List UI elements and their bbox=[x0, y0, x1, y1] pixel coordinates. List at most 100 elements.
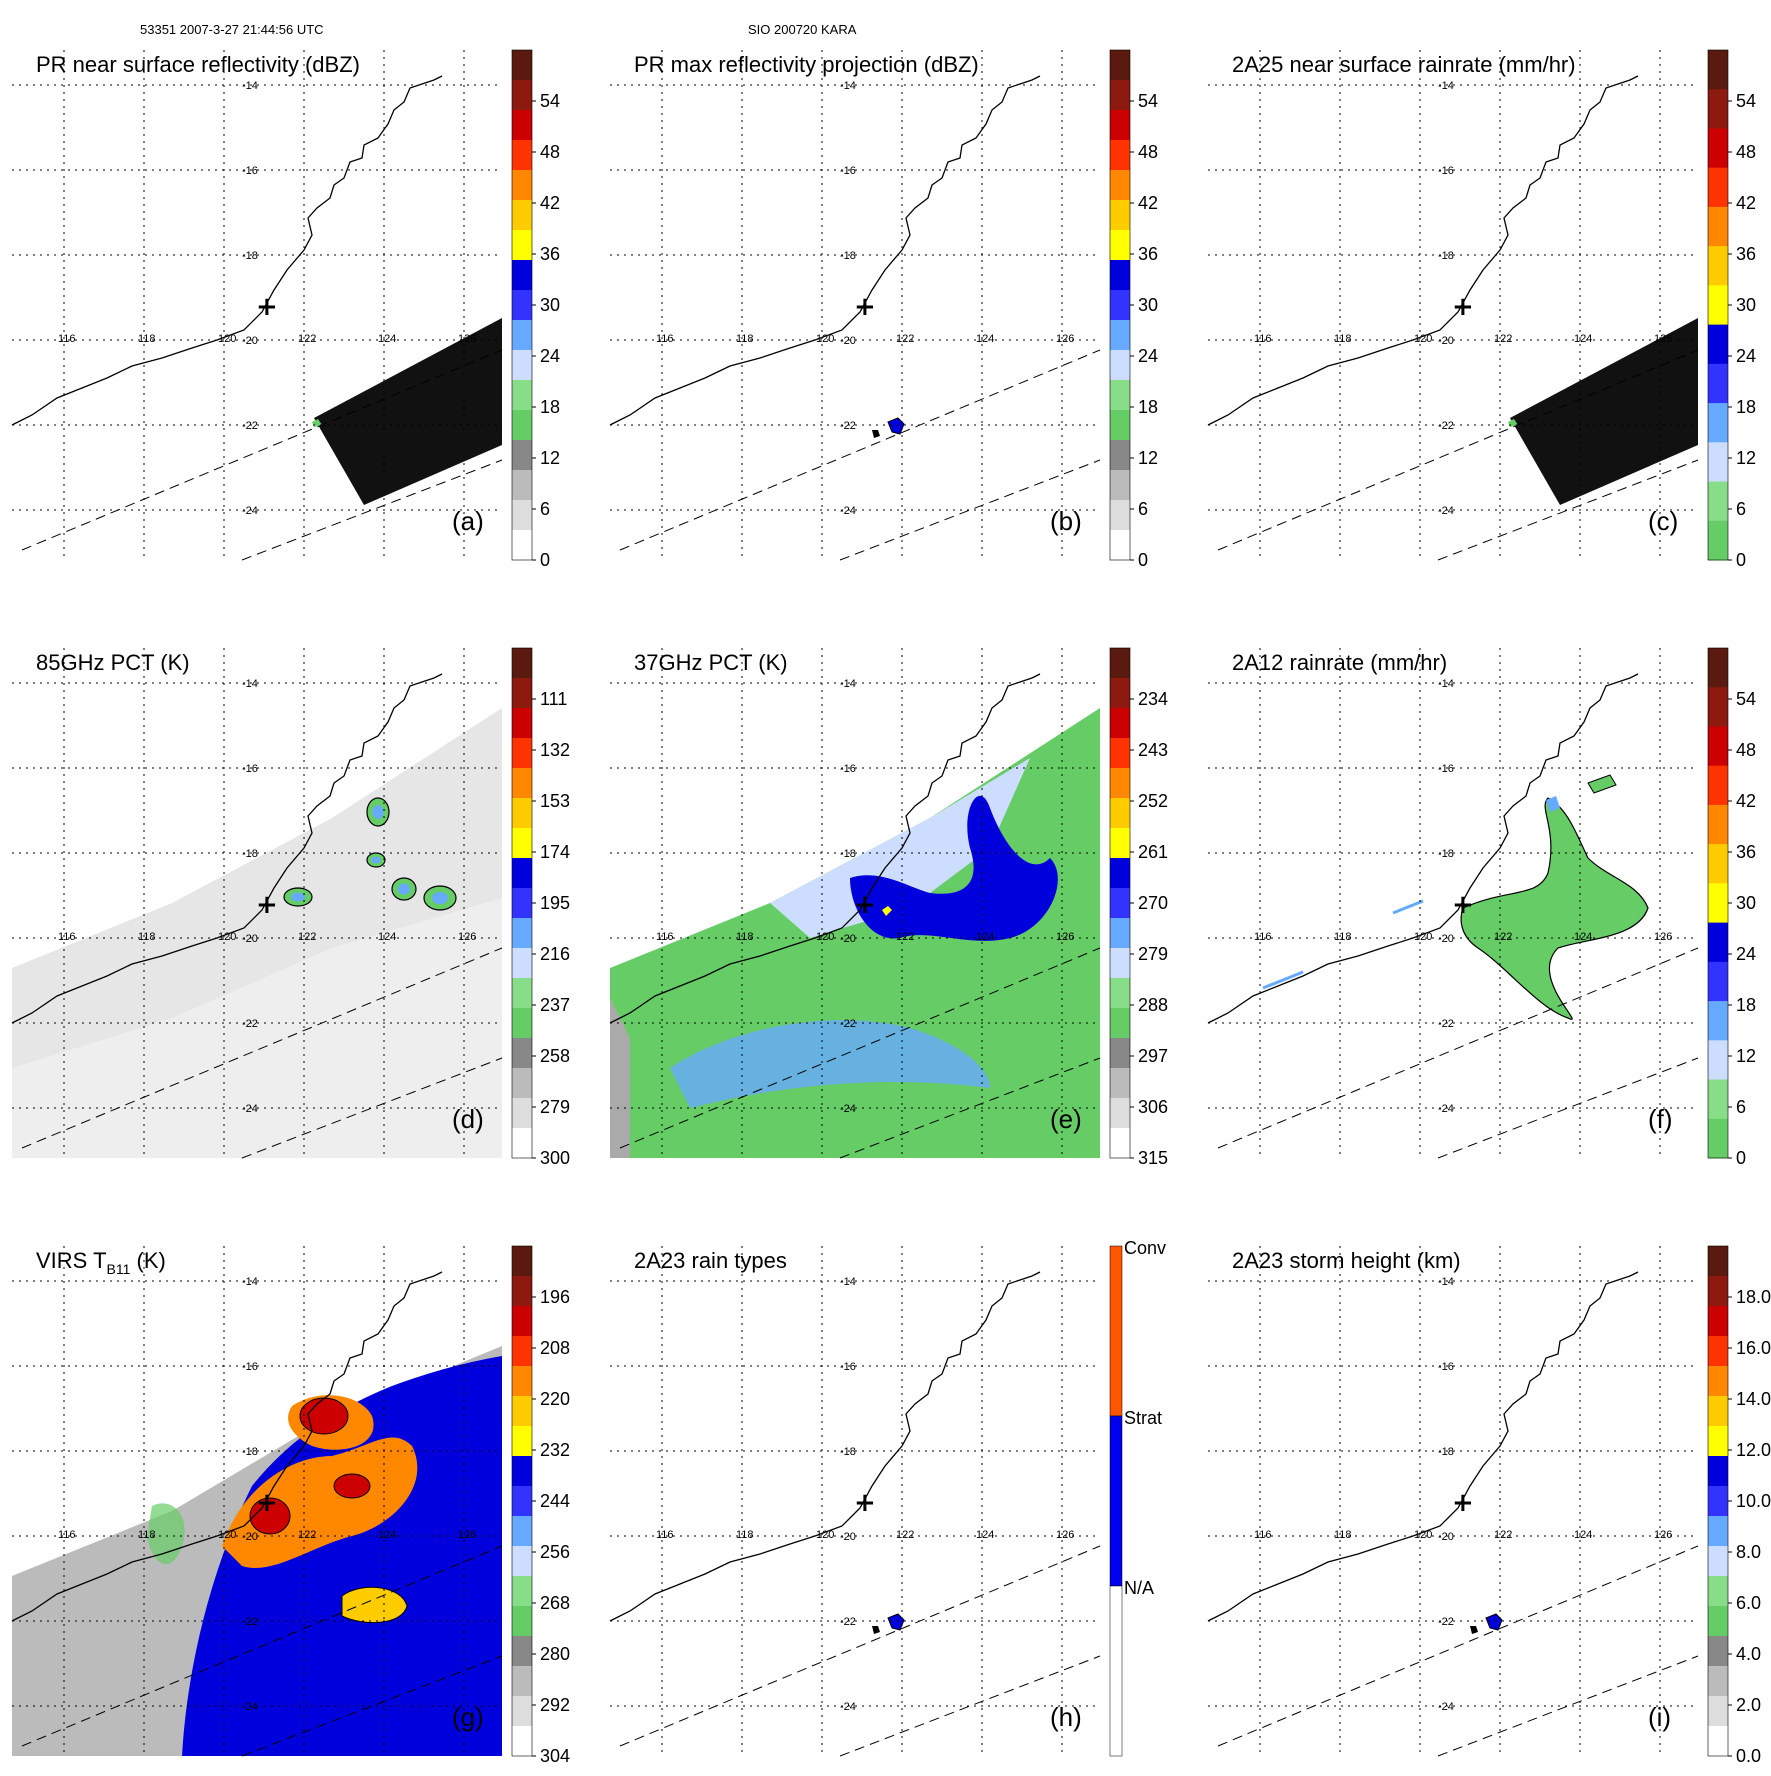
lon-tick-label: 122 bbox=[896, 931, 914, 943]
colorbar-swatch bbox=[512, 708, 532, 739]
colorbar-swatch bbox=[1110, 110, 1130, 141]
lat-tick-label: -20 bbox=[242, 1531, 258, 1543]
lon-tick-label: 118 bbox=[1334, 1529, 1352, 1541]
panel-i-svg: 116 118 120 122 124 126 -14 -16 -18 -20 -22 -24 +2A2… bbox=[1207, 1245, 1771, 1766]
colorbar-label: 18 bbox=[540, 397, 560, 417]
lat-tick-label: -16 bbox=[242, 165, 258, 177]
swath-edge-line bbox=[241, 1655, 503, 1757]
colorbar-swatch bbox=[1708, 363, 1728, 404]
colorbar-label: 268 bbox=[540, 1593, 570, 1613]
colorbar-swatch bbox=[512, 1666, 532, 1697]
swath-pr_small bbox=[872, 417, 905, 438]
lon-tick-label: 116 bbox=[1254, 1529, 1272, 1541]
colorbar: 18.0 16.0 14.0 12.0 10.0 8.0 6.0 4.0 2.0 0.0 bbox=[1707, 1245, 1771, 1766]
lon-tick-label: 124 bbox=[1574, 333, 1592, 345]
colorbar-swatch bbox=[1110, 828, 1130, 859]
lat-tick-label: -22 bbox=[840, 420, 856, 432]
panel-title: 2A23 rain types bbox=[634, 1248, 787, 1273]
panel-title: 2A12 rainrate (mm/hr) bbox=[1232, 650, 1447, 675]
lat-tick-label: -14 bbox=[242, 80, 258, 92]
colorbar-swatch bbox=[1110, 170, 1130, 201]
colorbar-swatch bbox=[512, 1276, 532, 1307]
colorbar-swatch bbox=[512, 738, 532, 769]
colorbar-label: 208 bbox=[540, 1338, 570, 1358]
lon-tick-label: 122 bbox=[896, 1529, 914, 1541]
colorbar-swatch bbox=[1110, 918, 1130, 949]
swath-edge-line bbox=[1437, 459, 1699, 561]
panel-g-svg: 116 118 120 122 124 126 -14 -16 -18 -20 -22 -24 + VIR… bbox=[11, 1245, 570, 1766]
lat-tick-label: -24 bbox=[1438, 1701, 1454, 1713]
colorbar-label: 36 bbox=[1736, 842, 1756, 862]
colorbar-swatch bbox=[1708, 520, 1728, 561]
colorbar-label: 297 bbox=[1138, 1046, 1168, 1066]
header-center: SIO 200720 KARA bbox=[748, 22, 857, 37]
coastline bbox=[11, 1271, 443, 1622]
swath-edge-line bbox=[839, 459, 1101, 561]
lat-tick-label: -24 bbox=[840, 1103, 856, 1115]
colorbar-swatch bbox=[1708, 648, 1728, 688]
colorbar-label: 153 bbox=[540, 791, 570, 811]
colorbar-label: 280 bbox=[540, 1644, 570, 1664]
swath-edge-line bbox=[619, 349, 1101, 551]
rain-cell bbox=[1470, 1626, 1478, 1634]
colorbar-swatch bbox=[1708, 1276, 1728, 1307]
lat-tick-label: -14 bbox=[242, 1276, 258, 1288]
colorbar-label: 54 bbox=[1138, 91, 1158, 111]
colorbar-swatch bbox=[1708, 1396, 1728, 1427]
lon-tick-label: 118 bbox=[1334, 333, 1352, 345]
rain-cell bbox=[887, 1613, 905, 1631]
lon-tick-label: 124 bbox=[1574, 931, 1592, 943]
colorbar-swatch bbox=[512, 1456, 532, 1487]
map-area: 116 118 120 122 124 126-14-16-18-20-22-24+2A2… bbox=[1207, 49, 1756, 570]
panel-letter: (c) bbox=[1648, 506, 1678, 536]
colorbar-swatch bbox=[1110, 1098, 1130, 1129]
colorbar-swatch bbox=[512, 500, 532, 531]
lon-tick-label: 116 bbox=[58, 333, 76, 345]
lat-tick-label: -22 bbox=[1438, 420, 1454, 432]
lon-tick-label: 118 bbox=[736, 1529, 754, 1541]
panel-c-svg: 116 118 120 122 124 126-14-16-18-20-22-24+2A2… bbox=[1207, 49, 1756, 570]
colorbar-label: 4.0 bbox=[1736, 1644, 1761, 1664]
panel-b: 116 118 120 122 124 126 -14 -16 -18 -20 -22 -24 + PR … bbox=[609, 40, 1170, 580]
colorbar-label: 8.0 bbox=[1736, 1542, 1761, 1562]
map-area: 116 118 120 122 124 126-14-16-18-20-22-24+2A1… bbox=[1207, 647, 1756, 1168]
colorbar-label: 174 bbox=[540, 842, 570, 862]
lon-tick-label: 120 bbox=[816, 931, 834, 943]
colorbar-label: 196 bbox=[540, 1287, 570, 1307]
colorbar-swatch bbox=[512, 768, 532, 799]
colorbar-swatch bbox=[1708, 883, 1728, 924]
colorbar-label: 270 bbox=[1138, 893, 1168, 913]
swath-pr_small bbox=[1470, 1613, 1503, 1634]
colorbar-label: 42 bbox=[540, 193, 560, 213]
coastline bbox=[1207, 1271, 1639, 1622]
colorbar-label: 54 bbox=[1736, 91, 1756, 111]
colorbar-swatch bbox=[512, 530, 532, 561]
colorbar-label: 18 bbox=[1736, 995, 1756, 1015]
colorbar-label: 237 bbox=[540, 995, 570, 1015]
lat-tick-label: -16 bbox=[242, 763, 258, 775]
coastline bbox=[609, 673, 1041, 1024]
colorbar-swatch bbox=[1110, 230, 1130, 261]
swath-pr_block bbox=[312, 318, 502, 505]
lat-tick-label: -18 bbox=[840, 848, 856, 860]
panel-letter: (i) bbox=[1648, 1702, 1671, 1732]
colorbar-swatch bbox=[1110, 200, 1130, 231]
colorbar-swatch bbox=[512, 80, 532, 111]
lon-tick-label: 126 bbox=[458, 333, 476, 345]
colorbar-swatch bbox=[1110, 858, 1130, 889]
map-area: 116 118 120 122 124 126 -14 -16 -18 -20 -22 -24 +85G… bbox=[11, 647, 570, 1168]
colorbar-label: 132 bbox=[540, 740, 570, 760]
colorbar-swatch bbox=[512, 410, 532, 441]
lon-tick-label: 122 bbox=[1494, 931, 1512, 943]
panel-letter: (d) bbox=[452, 1104, 484, 1134]
lat-tick-label: -24 bbox=[242, 505, 258, 517]
station-marker: + bbox=[256, 1488, 278, 1518]
swath-edge-line bbox=[241, 1057, 503, 1159]
swath-edge-line bbox=[839, 1057, 1101, 1159]
colorbar-swatch bbox=[512, 858, 532, 889]
colorbar-swatch bbox=[1110, 1128, 1130, 1159]
lat-tick-label: -24 bbox=[242, 1701, 258, 1713]
colorbar-label: 6.0 bbox=[1736, 1593, 1761, 1613]
lat-tick-label: -18 bbox=[242, 250, 258, 262]
colorbar-swatch bbox=[1708, 1366, 1728, 1397]
